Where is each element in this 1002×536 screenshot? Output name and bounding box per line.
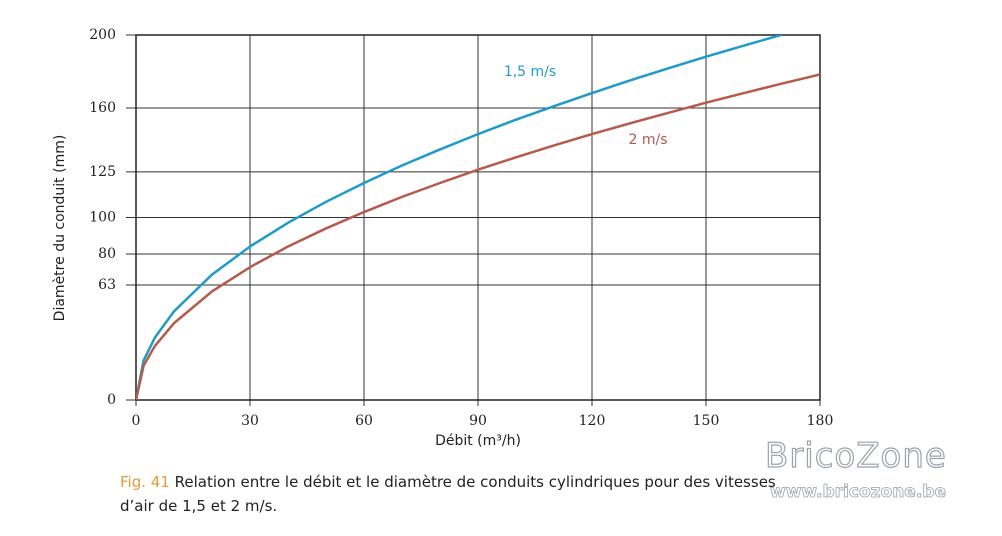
x-tick-label: 0 [132, 413, 141, 429]
caption-label: Fig. 41 [120, 473, 170, 491]
x-tick-label: 30 [241, 413, 259, 429]
x-tick-label: 150 [693, 413, 720, 429]
caption: Fig. 41 Relation entre le débit et le di… [120, 470, 810, 518]
x-tick-label: 120 [579, 413, 606, 429]
plot-frame [135, 34, 821, 401]
y-axis-title: Diamètre du conduit (mm) [52, 135, 68, 322]
y-tick-label: 200 [89, 27, 116, 43]
x-tick-label: 180 [807, 413, 834, 429]
watermark-url: www.bricozone.be [770, 482, 947, 503]
y-tick-label: 80 [98, 246, 116, 262]
y-tick-label: 0 [107, 392, 116, 408]
watermark-brand: BricoZone [764, 435, 947, 476]
y-tick-label: 100 [89, 210, 116, 226]
x-tick-label: 90 [469, 413, 487, 429]
y-tick-label: 160 [89, 100, 116, 116]
x-tick-label: 60 [355, 413, 373, 429]
series-label: 2 m/s [628, 132, 667, 148]
line-series [136, 35, 783, 400]
line-series [136, 73, 820, 400]
series-label: 1,5 m/s [504, 64, 556, 80]
y-tick-label: 125 [89, 164, 116, 180]
caption-text: Relation entre le débit et le diamètre d… [120, 473, 776, 515]
y-tick-label: 63 [98, 277, 116, 293]
x-axis-title: Débit (m³/h) [435, 433, 521, 449]
